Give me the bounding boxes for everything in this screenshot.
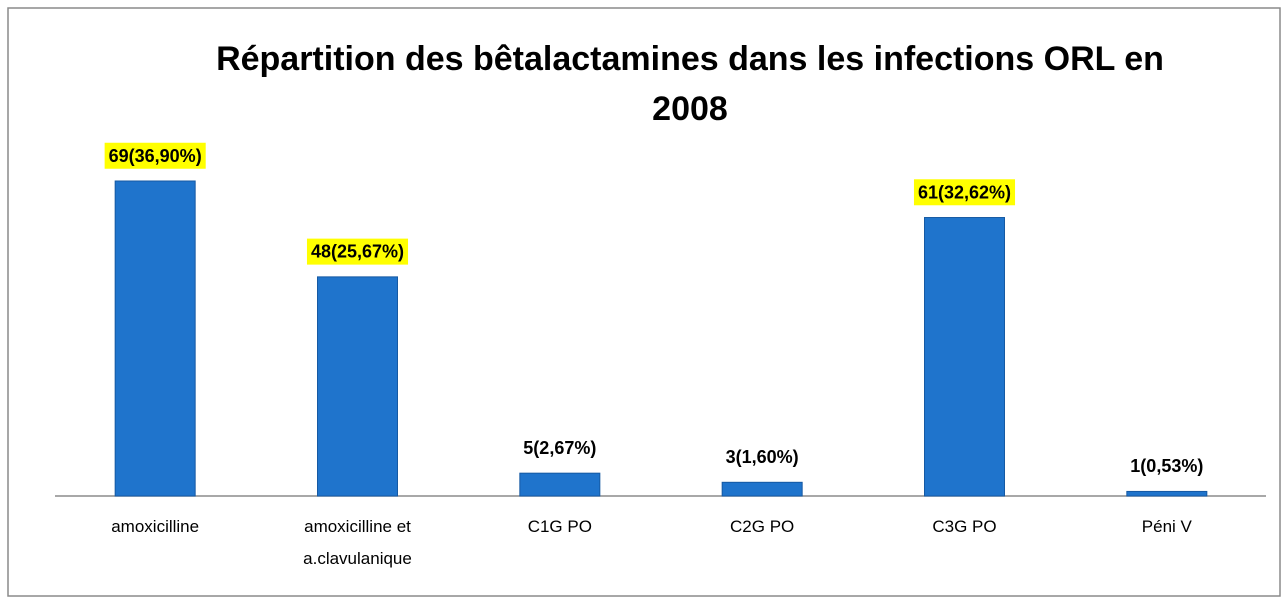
label-highlight <box>306 238 409 265</box>
data-label: 1(0,53%) <box>1130 456 1203 476</box>
bar <box>114 180 196 497</box>
data-label: 69(36,90%) <box>109 146 202 166</box>
data-label: 48(25,67%) <box>311 242 404 262</box>
chart-title: Répartition des bêtalactamines dans les … <box>216 40 1164 128</box>
data-label: 61(32,62%) <box>918 182 1011 202</box>
x-tick-label: amoxicilline <box>111 517 200 536</box>
data-label: 5(2,67%) <box>523 438 596 458</box>
x-tick-label: C1G PO <box>527 517 592 536</box>
x-tick-label: C3G PO <box>932 517 997 536</box>
x-tick-label: Péni V <box>1141 517 1192 536</box>
label-highlight <box>104 142 206 169</box>
data-label: 3(1,60%) <box>726 447 799 467</box>
chart-border <box>7 7 1281 597</box>
x-tick-label: amoxicilline et a.clavulanique <box>303 517 412 568</box>
bar <box>317 276 398 497</box>
bar <box>519 472 601 497</box>
x-tick-label: C2G PO <box>730 517 795 536</box>
bar <box>1126 490 1208 497</box>
bar <box>721 481 803 497</box>
label-highlight <box>913 179 1016 206</box>
bar <box>924 217 1005 497</box>
